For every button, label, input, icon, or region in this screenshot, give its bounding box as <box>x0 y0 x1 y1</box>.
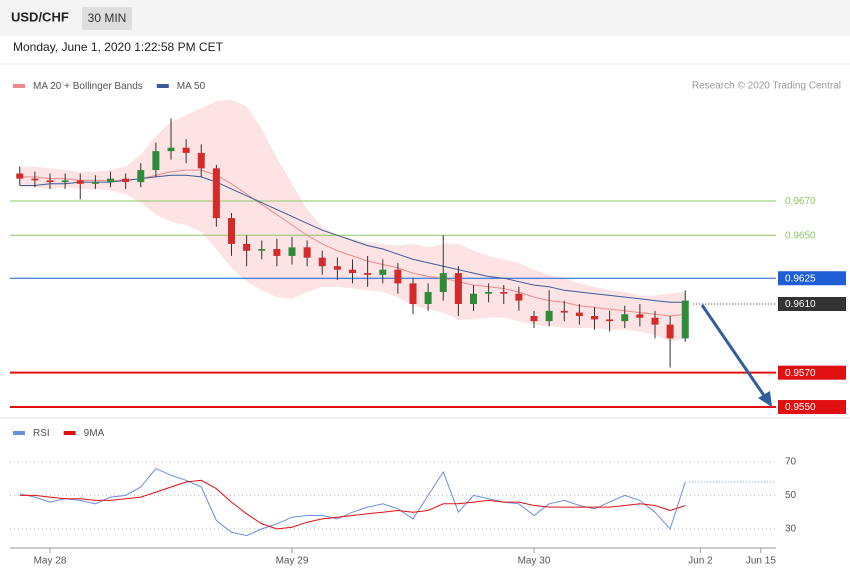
legend-swatch <box>13 84 25 88</box>
candle-body <box>545 310 553 322</box>
candle-body <box>152 151 160 171</box>
candle-body <box>349 269 356 274</box>
level-label: 0.9625 <box>785 273 816 284</box>
candle-body <box>243 243 251 251</box>
candle-body <box>76 180 84 184</box>
candle-body <box>500 291 508 294</box>
candle-body <box>379 269 387 275</box>
level-label: 0.9650 <box>785 230 816 241</box>
level-label-box <box>778 271 846 286</box>
candle-body <box>560 310 568 313</box>
level-label: 0.9670 <box>785 196 816 207</box>
header-bar <box>0 0 850 36</box>
level-label: 0.9610 <box>785 299 816 310</box>
legend-swatch <box>156 84 169 88</box>
legend-swatch <box>13 431 25 435</box>
candle-body <box>621 314 629 322</box>
candle-body <box>530 316 538 322</box>
candle-body <box>364 273 372 275</box>
candle-body <box>333 266 341 270</box>
rsi-line <box>19 479 686 530</box>
symbol: USD/CHF <box>11 9 69 24</box>
candle-body <box>46 180 54 183</box>
candle-body <box>107 178 114 183</box>
candle-body <box>212 168 220 219</box>
candle-body <box>303 247 311 258</box>
candle-body <box>122 178 130 183</box>
candle-body <box>197 152 205 169</box>
x-tick-label: May 28 <box>34 556 67 567</box>
candle-body <box>61 180 69 183</box>
candle-body <box>288 247 296 256</box>
candle-body <box>424 291 432 304</box>
candle-body <box>515 293 523 301</box>
candle-body <box>273 249 281 256</box>
legend-swatch <box>63 431 76 435</box>
bollinger-band <box>19 99 686 342</box>
candle-body <box>666 324 674 339</box>
candle-body <box>91 182 99 184</box>
interval-box <box>82 7 132 30</box>
candle-body <box>394 269 402 284</box>
candle-body <box>31 178 39 181</box>
candle-body <box>182 147 190 153</box>
candle-body <box>681 300 689 339</box>
y-tick-label: 30 <box>785 524 797 535</box>
legend-label: MA 20 + Bollinger Bands <box>33 81 143 92</box>
candle-body <box>409 283 417 304</box>
y-tick-label: 50 <box>785 490 797 501</box>
forecast-arrow <box>700 304 772 407</box>
level-label-box <box>778 296 846 311</box>
legend-label: 9MA <box>84 428 105 439</box>
candle-body <box>591 316 598 320</box>
candle-body <box>167 147 175 152</box>
candle-body <box>318 257 326 267</box>
candle-body <box>439 273 447 292</box>
legend-label: MA 50 <box>177 81 206 92</box>
level-label: 0.9550 <box>785 402 816 413</box>
candle-body <box>651 317 659 325</box>
candle-body <box>454 273 462 304</box>
candle-body <box>636 314 644 318</box>
x-tick-label: Jun 2 <box>688 556 713 567</box>
candle-body <box>258 249 266 251</box>
x-tick-label: Jun 15 <box>746 556 776 567</box>
timestamp: Monday, June 1, 2020 1:22:58 PM CET <box>13 40 224 54</box>
y-tick-label: 70 <box>785 457 797 468</box>
interval: 30 MIN <box>88 11 127 25</box>
level-label: 0.9570 <box>785 368 816 379</box>
x-tick-label: May 30 <box>518 556 551 567</box>
candle-body <box>606 319 614 322</box>
rsi-line <box>19 467 686 537</box>
candle-body <box>16 173 24 179</box>
legend-label: RSI <box>33 428 50 439</box>
candle-body <box>470 293 477 304</box>
level-label-box <box>778 400 846 415</box>
candle-body <box>575 312 583 317</box>
candle-body <box>137 170 145 183</box>
x-tick-label: May 29 <box>276 556 309 567</box>
watermark: Research © 2020 Trading Central <box>692 81 841 92</box>
candle-body <box>485 291 493 294</box>
level-label-box <box>778 365 846 380</box>
ma-line <box>19 174 686 303</box>
candle-body <box>228 218 235 244</box>
